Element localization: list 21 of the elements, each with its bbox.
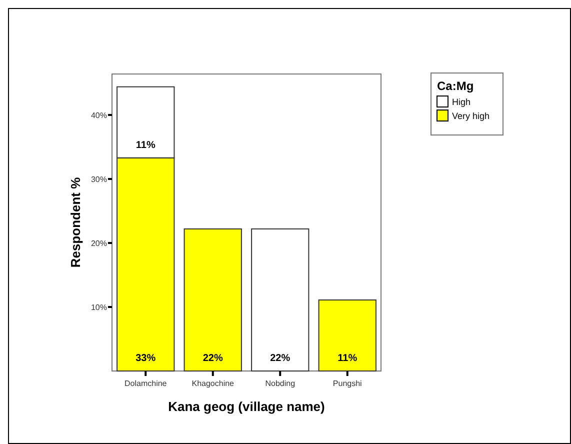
bar — [318, 299, 376, 372]
y-tick-label: 10% — [90, 302, 107, 312]
y-tick-label: 30% — [90, 174, 107, 184]
x-tick-label: Dolamchine — [124, 379, 168, 388]
data-label: 11% — [338, 353, 358, 364]
x-tick-label: Nobding — [265, 379, 296, 388]
text: High — [452, 97, 471, 107]
y-tick-label: 20% — [90, 238, 107, 248]
data-label: 22% — [270, 353, 290, 364]
x-axis-title: Kana geog (village name) — [168, 399, 325, 414]
legend-label: Very high — [452, 111, 490, 121]
bar — [184, 228, 242, 372]
y-axis-title: Respondent % — [68, 176, 83, 268]
x-tick-label: Khagochine — [192, 379, 235, 388]
y-tick-label: 40% — [90, 110, 107, 120]
data-label: 33% — [136, 353, 156, 364]
data-label: 11% — [136, 140, 156, 151]
legend-title: Ca:Mg — [437, 79, 474, 93]
x-tick-label: Pungshi — [332, 379, 362, 388]
data-label: 22% — [202, 353, 223, 364]
bar — [251, 228, 310, 372]
